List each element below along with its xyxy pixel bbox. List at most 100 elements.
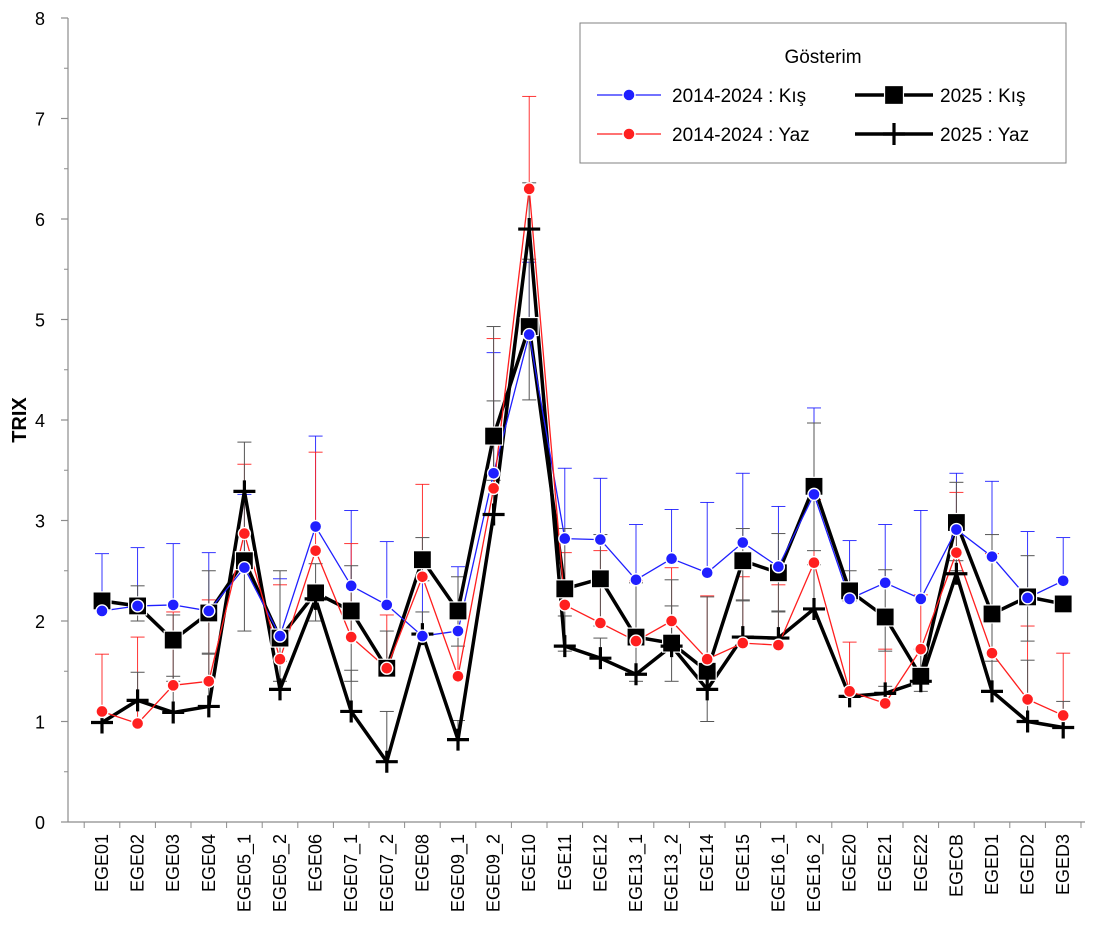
data-point [308, 519, 323, 534]
data-point [273, 652, 287, 666]
data-point [883, 84, 905, 106]
x-tick-label: EGE04 [199, 834, 219, 892]
data-point [558, 598, 572, 612]
legend-entries: 2014-2024 : Kış 2014-2024 : Yaz 2025 : Kış… [597, 84, 1029, 146]
y-axis-ticks: 0 1 2 3 4 5 6 7 8 [35, 9, 68, 833]
data-point [1056, 574, 1070, 588]
x-tick-label: EGE08 [412, 834, 432, 892]
data-point [484, 426, 504, 446]
data-point [664, 614, 679, 628]
data-point [126, 689, 149, 712]
x-tick-label: EGED2 [1018, 834, 1038, 895]
data-point [380, 598, 394, 612]
data-point [700, 652, 714, 666]
data-point [625, 663, 647, 686]
data-point [344, 630, 358, 644]
data-point [522, 327, 536, 342]
data-point [95, 704, 109, 719]
data-point [522, 182, 536, 196]
data-point [807, 487, 821, 502]
x-tick-label: EGE11 [555, 834, 575, 891]
y-tick-label: 8 [35, 9, 45, 29]
data-point [664, 551, 679, 566]
x-tick-label: EGE16_1 [768, 834, 789, 912]
data-point [273, 629, 287, 643]
legend-title: Gösterim [784, 47, 861, 68]
x-tick-label: EGE02 [128, 834, 148, 892]
data-point [130, 716, 145, 731]
x-tick-label: EGE15 [733, 834, 753, 892]
data-point [448, 601, 468, 621]
data-point [589, 647, 612, 670]
data-point [981, 680, 1003, 703]
data-point [163, 630, 183, 650]
data-point [700, 566, 714, 580]
data-point [486, 481, 501, 496]
data-point [518, 218, 541, 241]
data-point [237, 526, 252, 541]
x-tick-label: EGE07_1 [341, 834, 362, 912]
legend-label: 2025 : Yaz [940, 125, 1029, 146]
data-point [380, 661, 394, 675]
data-point [340, 700, 363, 723]
data-point [415, 629, 430, 643]
x-tick-label: EGE14 [697, 834, 717, 892]
data-point [197, 695, 220, 718]
data-point [736, 636, 750, 650]
data-point [878, 576, 892, 590]
data-point [95, 604, 109, 618]
x-tick-label: EGE07_2 [377, 834, 398, 912]
legend-label: 2025 : Kış [940, 86, 1026, 107]
data-point [344, 579, 358, 593]
data-point [269, 678, 291, 701]
data-point [555, 579, 575, 599]
data-point [451, 624, 465, 638]
x-tick-label: EGE05_1 [234, 834, 255, 912]
data-point [803, 597, 825, 620]
data-point [807, 556, 821, 570]
x-tick-label: EGE06 [306, 834, 326, 892]
data-point [590, 569, 611, 589]
legend-label: 2014-2024 : Kış [672, 86, 806, 107]
data-point [553, 635, 576, 658]
x-tick-label: EGE12 [590, 834, 610, 892]
data-point [1053, 594, 1073, 614]
y-axis-title: TRIX [9, 397, 31, 443]
data-point [629, 634, 643, 648]
data-point [945, 562, 968, 585]
y-tick-label: 3 [35, 512, 45, 532]
y-tick-label: 5 [35, 311, 45, 331]
data-point [985, 549, 999, 564]
data-point [629, 573, 643, 587]
data-point [949, 522, 964, 537]
data-point [622, 127, 636, 141]
series-line [101, 227, 1064, 764]
x-tick-label: EGE13_2 [662, 834, 683, 912]
x-tick-label: EGED1 [982, 834, 1002, 895]
y-tick-label: 6 [35, 210, 45, 230]
data-point [660, 635, 683, 658]
data-point [878, 696, 892, 711]
y-tick-label: 2 [35, 612, 45, 632]
x-tick-label: EGE09_2 [484, 834, 505, 912]
data-point [593, 616, 608, 630]
data-point [166, 598, 180, 612]
x-tick-label: EGE10 [519, 834, 539, 892]
y-tick-label: 1 [35, 713, 45, 733]
data-point [202, 674, 216, 688]
data-point [162, 701, 185, 724]
data-point [842, 592, 857, 606]
data-point [341, 601, 361, 621]
data-point [1020, 591, 1035, 605]
series-lines [101, 188, 1064, 764]
data-point [622, 88, 636, 102]
x-tick-label: EGED3 [1053, 834, 1073, 895]
data-point [909, 670, 932, 693]
data-point [375, 750, 398, 773]
x-tick-label: EGE16_2 [804, 834, 825, 912]
data-point [733, 551, 753, 571]
data-point [166, 678, 180, 693]
series-line [101, 333, 1064, 637]
